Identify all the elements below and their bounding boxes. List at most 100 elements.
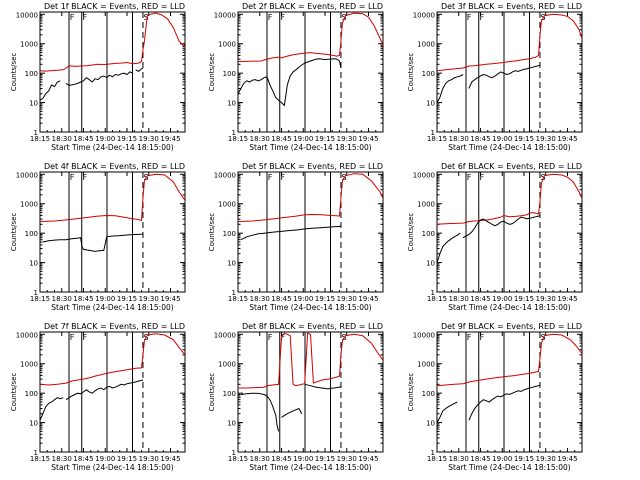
x-tick-label: 19:45 <box>358 135 378 143</box>
panel-title: Det 9f BLACK = Events, RED = LLD <box>441 322 582 331</box>
lld-series-line <box>238 12 383 62</box>
y-tick-label: 10000 <box>16 331 38 339</box>
y-tick-label: 1 <box>232 289 236 297</box>
events-series-line <box>42 233 144 252</box>
x-axis-title: Start Time (24-Dec-14 18:15:00) <box>51 303 173 312</box>
x-tick-label: 18:30 <box>250 455 270 463</box>
marker-label-f: F <box>280 13 285 22</box>
events-series-line <box>238 76 288 107</box>
y-tick-label: 1000 <box>218 41 236 49</box>
x-tick-label: 18:45 <box>73 455 93 463</box>
marker-label-f: F <box>70 173 75 182</box>
panel-det-8: Det 8f BLACK = Events, RED = LLD 1 10 100 10… <box>208 322 384 472</box>
x-tick-label: 19:45 <box>557 295 577 303</box>
lld-series-line <box>238 173 383 222</box>
x-tick-label: 19:30 <box>536 455 556 463</box>
y-tick-label: 100 <box>422 390 435 398</box>
x-tick-label: 19:15 <box>514 135 534 143</box>
y-tick-label: 1 <box>431 289 435 297</box>
x-tick-label: 19:00 <box>95 455 115 463</box>
lld-series-line <box>40 173 185 222</box>
x-tick-label: 18:15 <box>228 135 248 143</box>
panel-det-7: Det 7f BLACK = Events, RED = LLD 1 10 100 10… <box>10 322 186 472</box>
marker-label-f: F <box>467 333 472 342</box>
y-tick-label: 100 <box>25 390 38 398</box>
panel-title: Det 6f BLACK = Events, RED = LLD <box>441 162 582 171</box>
plot-data <box>238 173 383 241</box>
y-tick-label: 1 <box>232 129 236 137</box>
y-tick-label: 10000 <box>16 11 38 19</box>
y-tick-label: 10000 <box>413 171 435 179</box>
x-tick-label: 18:45 <box>470 455 490 463</box>
x-tick-label: 19:00 <box>492 455 512 463</box>
panel-title: Det 5f BLACK = Events, RED = LLD <box>242 162 383 171</box>
marker-label-f: F <box>82 333 87 342</box>
marker-label-f: F <box>82 13 87 22</box>
marker-label-s: S <box>341 13 346 22</box>
x-axis-title: Start Time (24-Dec-14 18:15:00) <box>448 463 570 472</box>
x-tick-label: 19:00 <box>95 295 115 303</box>
y-tick-label: 10 <box>227 100 236 108</box>
x-tick-label: 19:15 <box>117 295 137 303</box>
plot-frame <box>237 11 384 133</box>
y-tick-label: 100 <box>25 70 38 78</box>
x-tick-label: 19:30 <box>139 295 159 303</box>
plot-data <box>437 173 582 263</box>
x-tick-label: 18:45 <box>271 295 291 303</box>
y-axis-title: Counts/sec <box>10 373 18 412</box>
panel-det-3: Det 3f BLACK = Events, RED = LLD 1 10 100 10… <box>407 2 583 152</box>
x-tick-label: 18:15 <box>30 135 50 143</box>
plot-data <box>40 333 185 421</box>
events-series-line <box>281 407 303 418</box>
plot-frame <box>39 331 186 453</box>
x-tick-label: 18:30 <box>250 135 270 143</box>
marker-label-f: F <box>70 333 75 342</box>
y-tick-label: 10 <box>227 420 236 428</box>
panel-title: Det 3f BLACK = Events, RED = LLD <box>441 2 582 11</box>
y-tick-label: 1000 <box>20 41 38 49</box>
x-tick-label: 19:00 <box>492 295 512 303</box>
plot-frame <box>237 331 384 453</box>
x-axis-title: Start Time (24-Dec-14 18:15:00) <box>51 143 173 152</box>
plot-data <box>40 173 185 252</box>
panel-det-2: Det 2f BLACK = Events, RED = LLD 1 10 100 10… <box>208 2 384 152</box>
marker-label-f: F <box>280 333 285 342</box>
x-tick-label: 19:30 <box>139 135 159 143</box>
x-tick-label: 18:30 <box>250 295 270 303</box>
y-tick-label: 10000 <box>413 331 435 339</box>
y-tick-label: 100 <box>223 230 236 238</box>
y-axis-title: Counts/sec <box>407 213 415 252</box>
x-tick-label: 19:15 <box>315 295 335 303</box>
marker-label-f: F <box>70 13 75 22</box>
y-axis-title: Counts/sec <box>10 213 18 252</box>
x-tick-label: 19:00 <box>293 135 313 143</box>
events-series-line <box>437 401 458 423</box>
y-tick-label: 1000 <box>417 201 435 209</box>
marker-label-s: S <box>143 13 148 22</box>
x-tick-label: 18:30 <box>449 455 469 463</box>
y-tick-label: 1000 <box>218 201 236 209</box>
x-tick-label: 19:00 <box>95 135 115 143</box>
x-tick-label: 18:15 <box>228 455 248 463</box>
marker-label-s: S <box>540 333 545 342</box>
plot-data <box>238 12 383 107</box>
panel-det-5: Det 5f BLACK = Events, RED = LLD 1 10 100 10… <box>208 162 384 312</box>
x-tick-label: 18:15 <box>228 295 248 303</box>
events-series-line <box>65 379 144 401</box>
y-tick-label: 1000 <box>218 361 236 369</box>
x-axis-title: Start Time (24-Dec-14 18:15:00) <box>249 463 371 472</box>
y-tick-label: 1000 <box>417 361 435 369</box>
y-axis-title: Counts/sec <box>10 53 18 92</box>
panel-title: Det 7f BLACK = Events, RED = LLD <box>44 322 185 331</box>
events-series-line <box>437 232 461 263</box>
lld-series-line <box>437 173 582 225</box>
marker-label-f: F <box>479 13 484 22</box>
y-tick-label: 100 <box>223 390 236 398</box>
lld-series-line <box>437 333 582 387</box>
plot-frame <box>436 331 583 453</box>
panel-det-4: Det 4f BLACK = Events, RED = LLD 1 10 100 10… <box>10 162 186 312</box>
x-tick-label: 18:45 <box>73 135 93 143</box>
x-tick-label: 18:15 <box>30 455 50 463</box>
plot-data <box>40 12 185 101</box>
x-tick-label: 18:15 <box>427 295 447 303</box>
